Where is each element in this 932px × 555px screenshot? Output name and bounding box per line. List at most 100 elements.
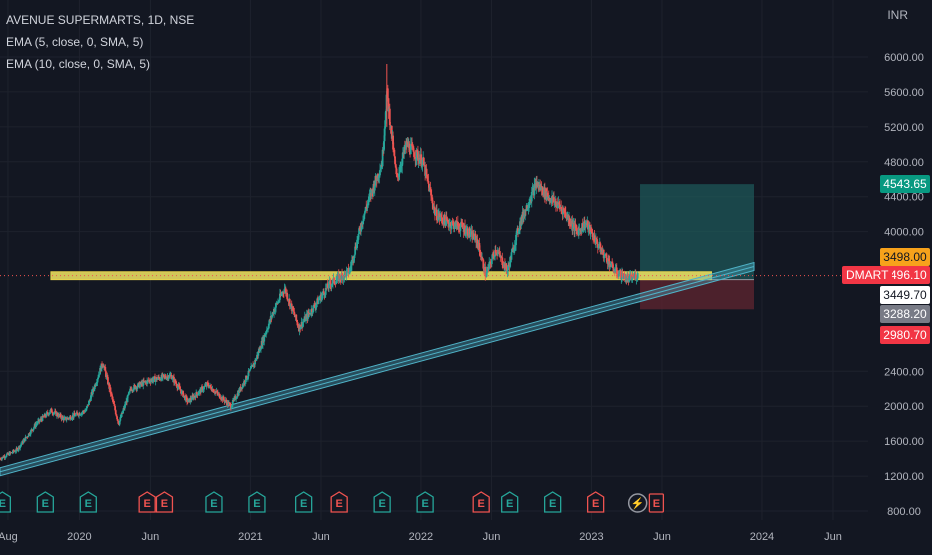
y-tick-label: 1200.00 (884, 471, 924, 483)
candle-body (198, 390, 201, 394)
candle-body (195, 392, 198, 394)
indicator-ema-5[interactable]: EMA (5, close, 0, SMA, 5) (6, 35, 144, 49)
candle-body (167, 377, 170, 380)
candle-body (203, 385, 206, 387)
candle-body (356, 239, 359, 248)
candle-body (210, 386, 213, 390)
candle-body (207, 382, 209, 386)
candle-body (152, 376, 155, 380)
candle-body (437, 215, 440, 221)
candle-body (354, 246, 357, 249)
candle-body (129, 388, 132, 391)
candle-body (323, 292, 326, 296)
candle-body (350, 265, 353, 267)
candle-body (614, 268, 617, 272)
candle-body (447, 219, 449, 224)
candle-body (317, 299, 320, 304)
candle-body (395, 167, 398, 175)
candle-body (86, 404, 89, 407)
candle-body (541, 187, 544, 195)
candle-body (558, 204, 561, 208)
candle-body (496, 252, 499, 255)
candle-body (279, 293, 281, 300)
candle-body (411, 143, 413, 147)
candle-body (216, 391, 219, 393)
candle-body (218, 393, 221, 399)
candle-body (260, 348, 262, 350)
candle-body (380, 164, 383, 169)
candle-body (312, 305, 315, 313)
candle-body (223, 399, 226, 402)
candle-body (517, 231, 520, 234)
candle-body (492, 254, 495, 255)
candle-body (393, 149, 396, 157)
symbol-title[interactable]: AVENUE SUPERMARTS, 1D, NSE (6, 13, 195, 27)
candle-body (318, 299, 321, 301)
candle-body (268, 319, 271, 324)
candle-body (587, 225, 590, 230)
candle-body (538, 186, 540, 188)
candle-body (528, 202, 531, 204)
candle-body (252, 363, 255, 368)
candle-body (335, 280, 338, 284)
candle-body (275, 303, 277, 308)
candle-body (560, 209, 563, 210)
price-tag: 3288.20 (880, 305, 930, 323)
candle-body (49, 409, 52, 413)
candle-body (286, 298, 289, 301)
candle-body (346, 268, 349, 271)
candle-body (110, 393, 113, 397)
candle-body (232, 399, 235, 401)
candle-body (116, 419, 119, 421)
candle-body (85, 408, 88, 411)
candle-body (133, 385, 135, 390)
candle-body (430, 190, 432, 196)
candle-body (582, 227, 585, 230)
x-tick-label: Jun (312, 531, 330, 543)
candle-body (20, 444, 22, 446)
candle-body (240, 387, 243, 391)
earnings-event-letter: E (210, 498, 217, 510)
x-tick-label: 2024 (750, 531, 774, 543)
candle-body (42, 415, 45, 417)
earnings-event-letter: E (85, 498, 92, 510)
candle-body (332, 279, 334, 284)
candle-body (572, 224, 574, 229)
candle-body (476, 239, 479, 244)
candle-body (401, 152, 404, 159)
candle-body (50, 408, 53, 413)
candle-body (386, 88, 389, 99)
candle-body (403, 146, 406, 155)
indicator-ema-10[interactable]: EMA (10, close, 0, SMA, 5) (6, 57, 151, 71)
candle-body (398, 172, 401, 174)
candle-body (105, 371, 107, 377)
x-tick-label: 2021 (238, 531, 262, 543)
y-tick-label: 2000.00 (884, 401, 924, 413)
candle-body (426, 174, 428, 177)
candle-body (165, 377, 168, 380)
candle-body (185, 396, 188, 398)
candle-body (63, 417, 65, 421)
candle-body (31, 430, 34, 431)
candle-body (448, 224, 451, 227)
candle-body (225, 400, 228, 403)
candle-body (175, 382, 177, 384)
candles (0, 63, 639, 462)
candle-body (139, 384, 141, 388)
candle-body (277, 301, 280, 303)
candle-body (292, 306, 294, 311)
candle-body (38, 420, 41, 422)
candle-body (636, 273, 639, 279)
earnings-event-letter: E (42, 498, 49, 510)
candle-body (48, 412, 51, 414)
candle-body (125, 400, 128, 405)
candle-body (472, 233, 475, 239)
candle-body (634, 274, 637, 280)
price-tag: 2980.70 (880, 326, 930, 344)
candle-body (434, 214, 437, 216)
candle-body (180, 391, 183, 394)
y-tick-label: 1600.00 (884, 436, 924, 448)
candle-body (501, 257, 504, 266)
